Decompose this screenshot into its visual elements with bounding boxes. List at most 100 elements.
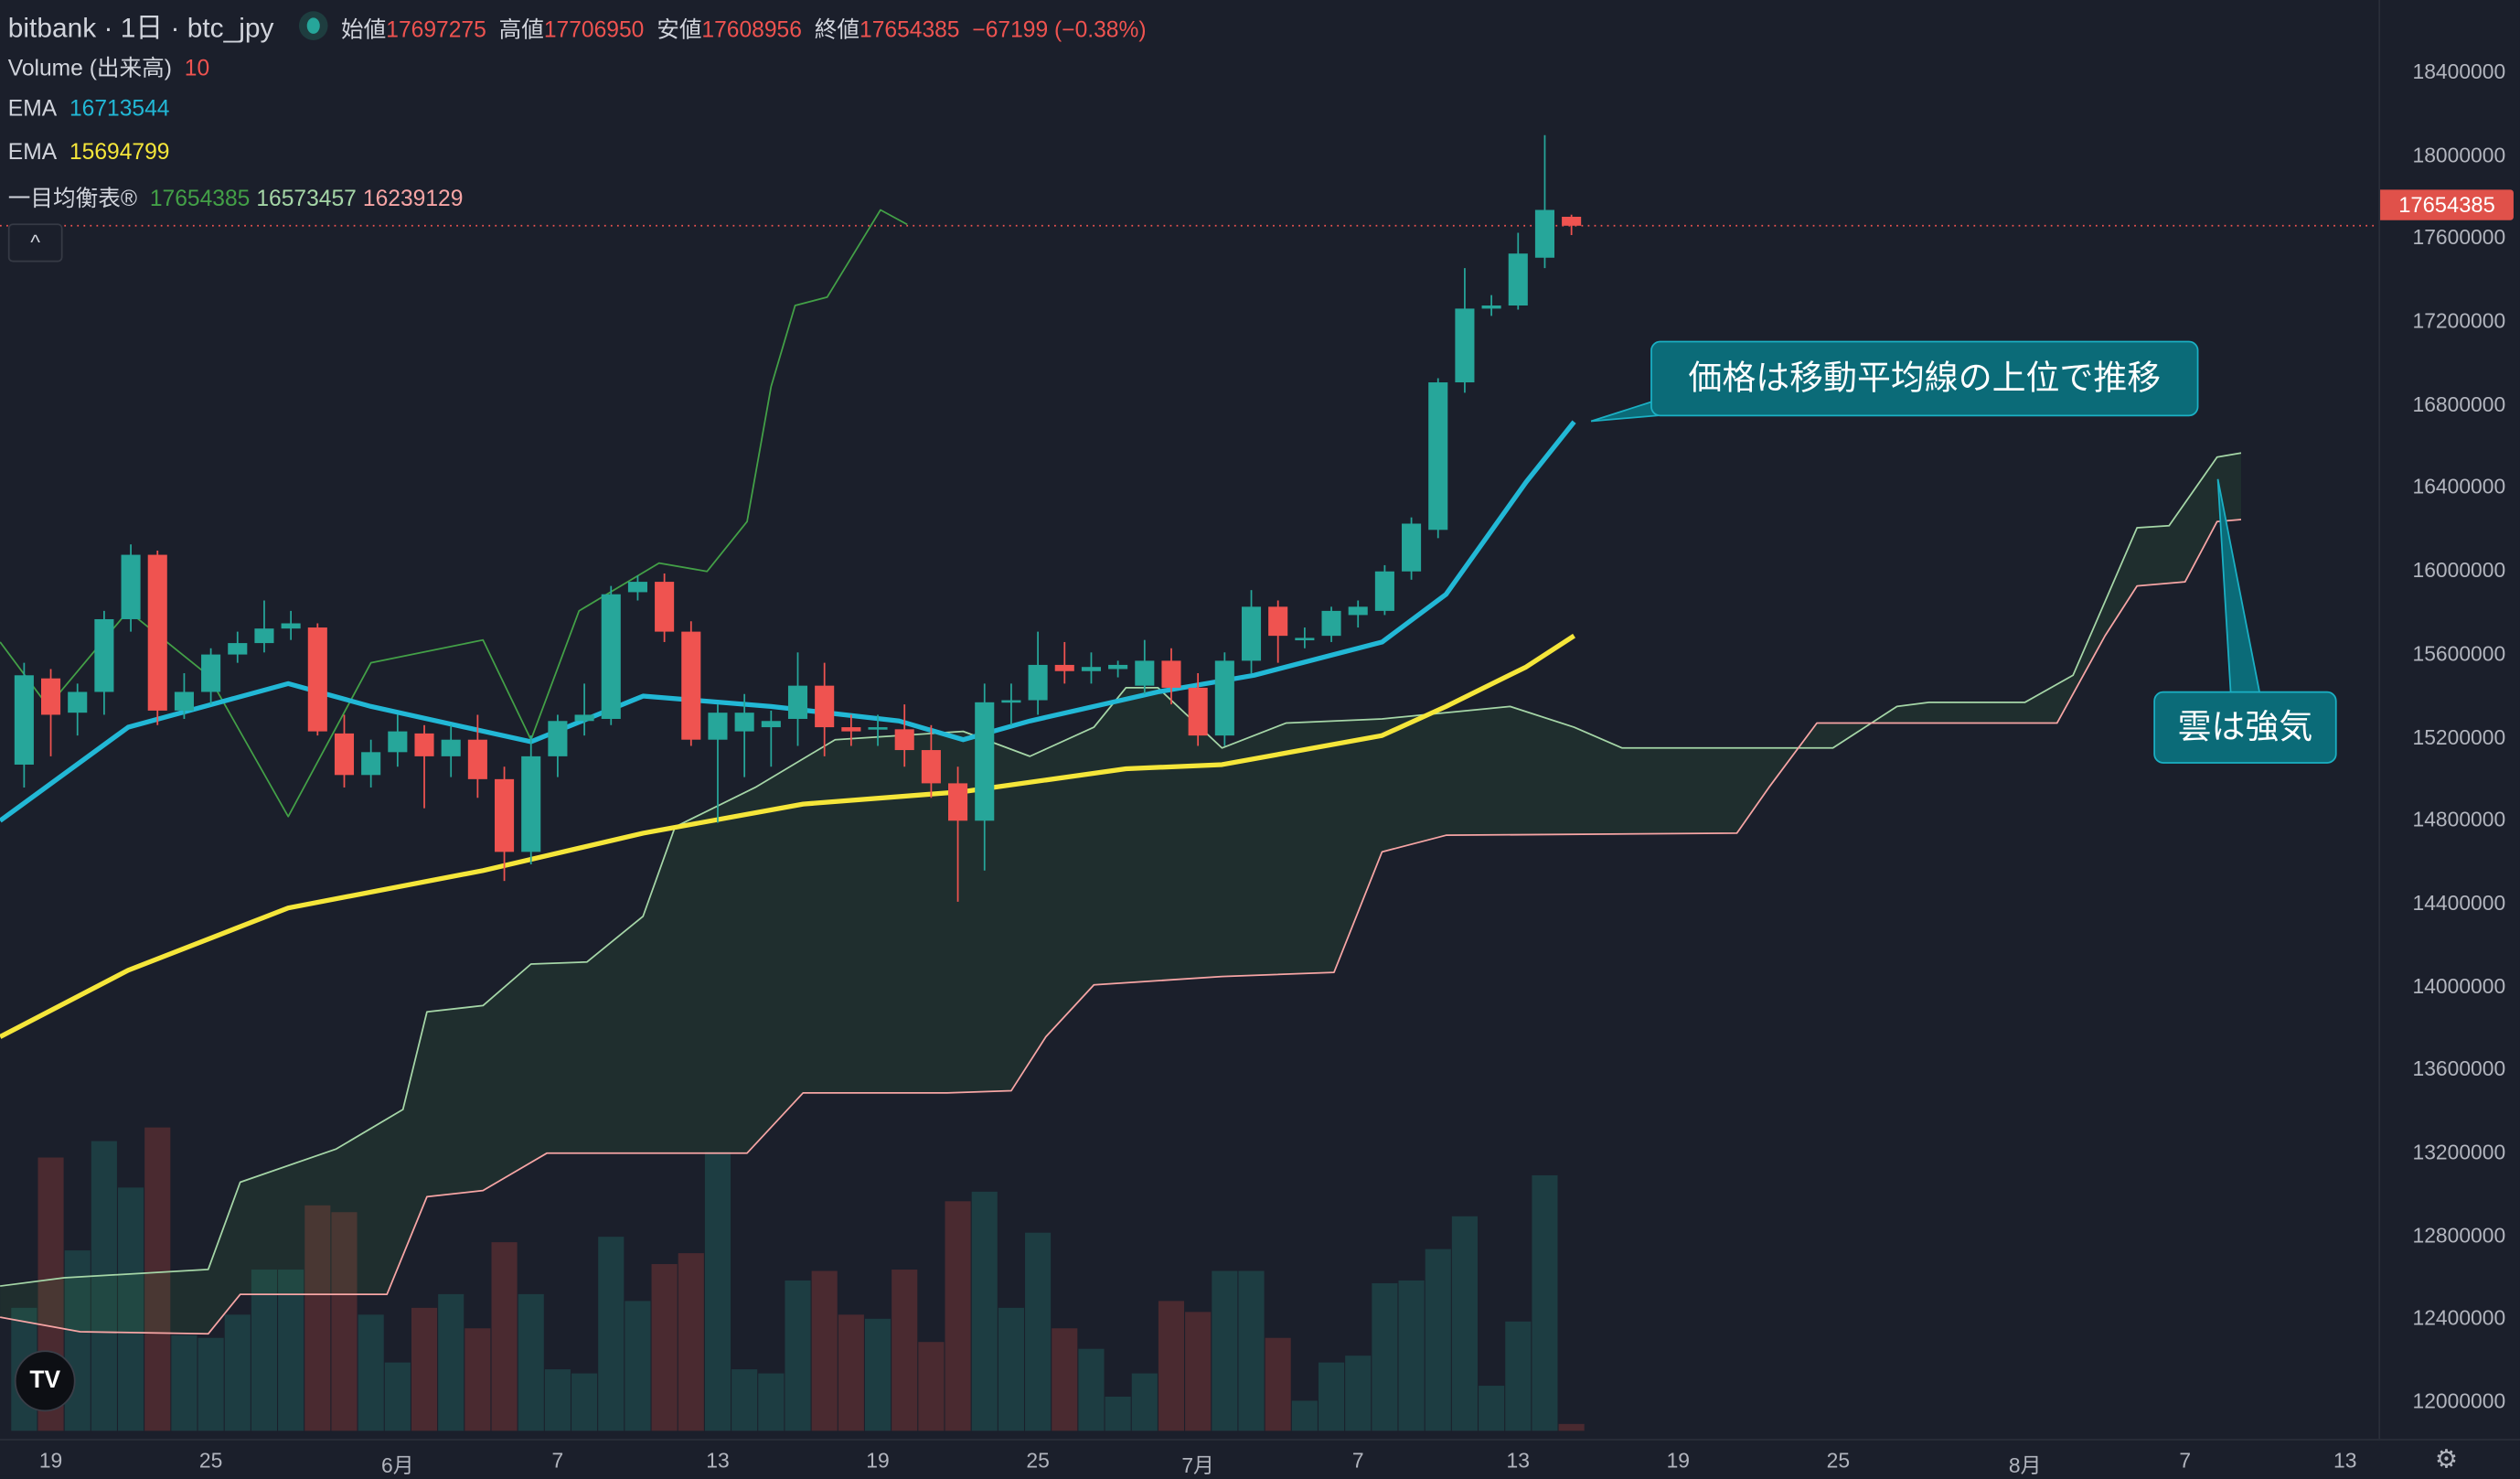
volume-bar <box>1291 1400 1318 1431</box>
volume-bar <box>304 1205 331 1431</box>
candle <box>281 610 301 640</box>
time-tick: 13 <box>1506 1448 1530 1474</box>
candle <box>334 714 355 788</box>
volume-bar <box>224 1314 251 1431</box>
candle <box>1054 641 1074 684</box>
volume-bar <box>838 1314 864 1431</box>
price-tick: 12400000 <box>2412 1305 2506 1331</box>
candle-body <box>1188 687 1208 736</box>
candle <box>921 724 941 798</box>
candle-body <box>121 554 141 619</box>
ema-slow-value: 15694799 <box>69 138 170 165</box>
candle-body <box>467 739 487 779</box>
candle <box>1081 652 1101 684</box>
ichimoku-label: 一目均衡表® <box>7 185 137 211</box>
volume-bar <box>198 1337 224 1431</box>
gear-icon[interactable]: ⚙ <box>2434 1446 2459 1474</box>
candle <box>1028 631 1048 715</box>
price-tick: 18000000 <box>2412 142 2506 167</box>
candle <box>1402 517 1422 580</box>
ema-slow-legend[interactable]: EMA 15694799 <box>8 138 176 164</box>
time-axis[interactable]: 19 25 6月 7 13 19 25 7月 7 13 19 25 8月 7 13 <box>0 1439 2520 1477</box>
time-tick: 25 <box>1026 1448 1050 1474</box>
tradingview-logo[interactable]: TV <box>14 1350 76 1412</box>
candle <box>681 621 701 746</box>
volume-bar <box>704 1152 731 1431</box>
candle-body <box>441 739 461 756</box>
ichimoku-span-b-value: 16239129 <box>362 185 464 211</box>
volume-bar <box>1158 1301 1185 1431</box>
ichimoku-span-a-line <box>0 452 2242 1287</box>
candle <box>94 610 114 715</box>
high-value: 17706950 <box>543 16 645 42</box>
candle <box>761 710 781 767</box>
candle <box>948 766 968 902</box>
change-value: −67199 (−0.38%) <box>972 16 1147 42</box>
close-value: 17654385 <box>860 16 960 42</box>
annotation-callout-ema[interactable]: 価格は移動平均線の上位で推移 <box>1650 340 2199 417</box>
candle-body <box>388 731 408 753</box>
time-tick: 19 <box>866 1448 890 1474</box>
volume-legend[interactable]: Volume (出来高) 10 <box>8 51 216 83</box>
volume-bar <box>1052 1328 1078 1431</box>
collapse-legend-button[interactable]: ^ <box>7 223 63 263</box>
candle-body <box>14 675 34 765</box>
volume-bar <box>651 1264 678 1431</box>
candle <box>1161 648 1181 705</box>
candle-body <box>1054 664 1074 671</box>
candle-body <box>495 778 515 852</box>
volume-bar <box>1451 1216 1478 1431</box>
volume-bar <box>918 1342 945 1431</box>
ichimoku-chikou-value: 17654385 <box>149 185 251 211</box>
volume-bar <box>758 1373 785 1431</box>
price-axis[interactable]: 18400000 18000000 17600000 17200000 16800000… <box>2378 0 2520 1440</box>
candle-body <box>841 727 861 732</box>
volume-bar <box>864 1318 892 1431</box>
chart-plot-area[interactable] <box>0 0 2379 1439</box>
volume-bar <box>278 1270 304 1431</box>
candle <box>1348 600 1368 628</box>
candle <box>361 739 381 788</box>
candle <box>1241 590 1262 674</box>
candle-body <box>868 727 888 730</box>
volume-bar <box>1185 1312 1212 1431</box>
candle-body <box>574 714 594 722</box>
candle-body <box>975 702 995 821</box>
candle <box>388 714 408 767</box>
candle-body <box>681 631 701 740</box>
time-tick: 25 <box>198 1448 223 1474</box>
candle-body <box>1028 664 1048 701</box>
open-label: 始値 <box>341 16 387 42</box>
volume-bar <box>438 1293 464 1431</box>
candle <box>1428 378 1448 539</box>
symbol-title[interactable]: bitbank · 1日 · btc_jpy <box>7 13 274 44</box>
ichimoku-span-b-line <box>0 519 2242 1335</box>
candle-body <box>1428 382 1448 531</box>
time-tick: 7 <box>2179 1448 2192 1474</box>
candle <box>868 714 888 746</box>
volume-bar <box>1265 1337 1291 1431</box>
candle <box>1534 134 1554 269</box>
ichimoku-span-a-value: 16573457 <box>256 185 357 211</box>
candle-body <box>1108 664 1128 670</box>
candle <box>1481 295 1501 316</box>
ichimoku-legend[interactable]: 一目均衡表® 17654385 16573457 16239129 <box>8 182 470 214</box>
volume-bar <box>598 1237 625 1431</box>
candle <box>174 673 194 719</box>
annotation-callout-cloud[interactable]: 雲は強気 <box>2153 691 2337 764</box>
volume-label: Volume (出来高) <box>7 54 172 80</box>
candle <box>1321 606 1341 642</box>
ema-fast-legend[interactable]: EMA 16713544 <box>8 95 176 121</box>
volume-bar <box>118 1187 144 1431</box>
price-tick: 15600000 <box>2412 641 2506 666</box>
ema-label: EMA <box>7 94 58 121</box>
candle-body <box>40 678 61 715</box>
price-tick: 13600000 <box>2412 1056 2506 1081</box>
candle <box>307 623 327 736</box>
candle-body <box>1402 523 1422 572</box>
volume-bar <box>1078 1348 1105 1431</box>
candle <box>414 724 434 809</box>
time-tick: 25 <box>1826 1448 1851 1474</box>
volume-bar <box>331 1212 358 1431</box>
candle <box>1562 214 1582 235</box>
